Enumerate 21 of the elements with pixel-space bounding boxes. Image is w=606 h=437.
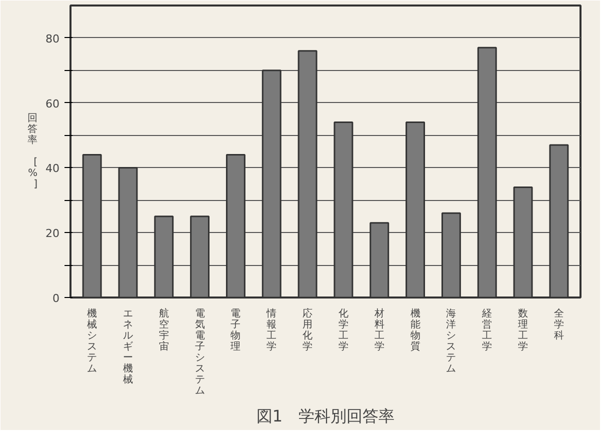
- x-tick-label: 航空宇宙: [158, 308, 169, 352]
- x-tick-label: 情報工学: [266, 308, 277, 352]
- y-tick-label: 40: [46, 162, 60, 176]
- x-tick-label: 応用化学: [302, 308, 313, 352]
- y-tick-label: 20: [46, 227, 60, 240]
- y-axis-title: 回答率 [%]: [28, 113, 38, 190]
- x-tick-label: 電子物理: [230, 308, 241, 352]
- x-tick-label: 化学工学: [338, 308, 348, 352]
- x-tick-label: 数理工学: [518, 308, 528, 352]
- x-tick-label: 全学科: [554, 308, 564, 342]
- x-tick-label: 材料工学: [373, 308, 384, 352]
- x-tick-label: 経営工学: [481, 308, 492, 352]
- y-tick-label: 60: [46, 97, 60, 110]
- x-tick-label: 機械システム: [87, 308, 98, 374]
- y-tick-label: 80: [46, 32, 60, 46]
- x-tick-label: 機能物質: [410, 308, 420, 352]
- x-tick-label: エネルギー機械: [122, 308, 133, 386]
- x-tick-label: 海洋システム: [446, 308, 456, 374]
- x-tick-label: 電気電子システム: [194, 308, 205, 396]
- y-tick-label: 0: [52, 292, 60, 305]
- text: 図1 学科別回答率: [256, 406, 395, 426]
